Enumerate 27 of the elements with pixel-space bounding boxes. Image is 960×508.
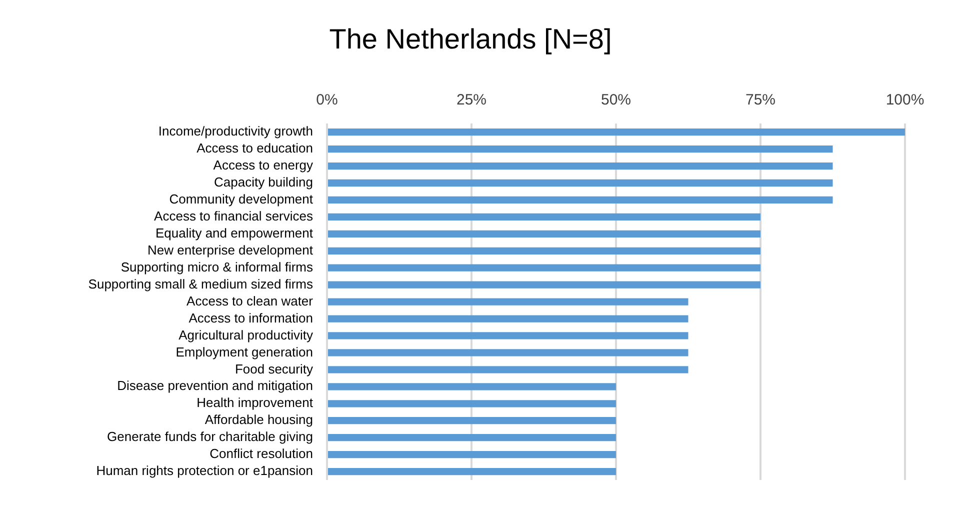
y-tick-label: Access to clean water <box>186 293 314 308</box>
y-tick-label: Supporting micro & informal firms <box>120 259 314 274</box>
x-tick-label: 100% <box>886 92 924 109</box>
y-tick-label: Human rights protection or e1pansion <box>96 463 313 478</box>
x-tick-label: 75% <box>745 92 776 109</box>
y-tick-label: Affordable housing <box>204 412 313 428</box>
y-tick-label: Access to education <box>196 140 313 156</box>
y-tick-label: Community development <box>169 192 314 207</box>
y-tick-label: Agricultural productivity <box>178 327 314 342</box>
y-tick-label: Equality and empowerment <box>155 225 314 240</box>
x-tick-label: 0% <box>316 92 338 109</box>
y-tick-label: Food security <box>234 361 314 376</box>
y-tick-label: Income/productivity growth <box>158 124 313 139</box>
y-tick-label: Capacity building <box>214 174 313 190</box>
chart-title: The Netherlands [N=8] <box>329 24 612 55</box>
y-tick-label: Conflict resolution <box>210 446 313 462</box>
y-tick-label: Supporting small & medium sized firms <box>88 276 314 292</box>
y-tick-label: Generate funds for charitable giving <box>107 429 313 444</box>
y-tick-label: Employment generation <box>176 344 313 360</box>
x-tick-label: 25% <box>456 92 487 109</box>
y-tick-label: Access to information <box>188 310 313 326</box>
x-tick-label: 50% <box>600 92 632 109</box>
y-tick-label: Health improvement <box>196 395 314 410</box>
y-tick-label: Access to energy <box>213 158 314 173</box>
y-tick-label: Disease prevention and mitigation <box>117 378 313 394</box>
y-tick-label: New enterprise development <box>148 242 314 258</box>
y-tick-label: Access to financial services <box>154 208 314 224</box>
